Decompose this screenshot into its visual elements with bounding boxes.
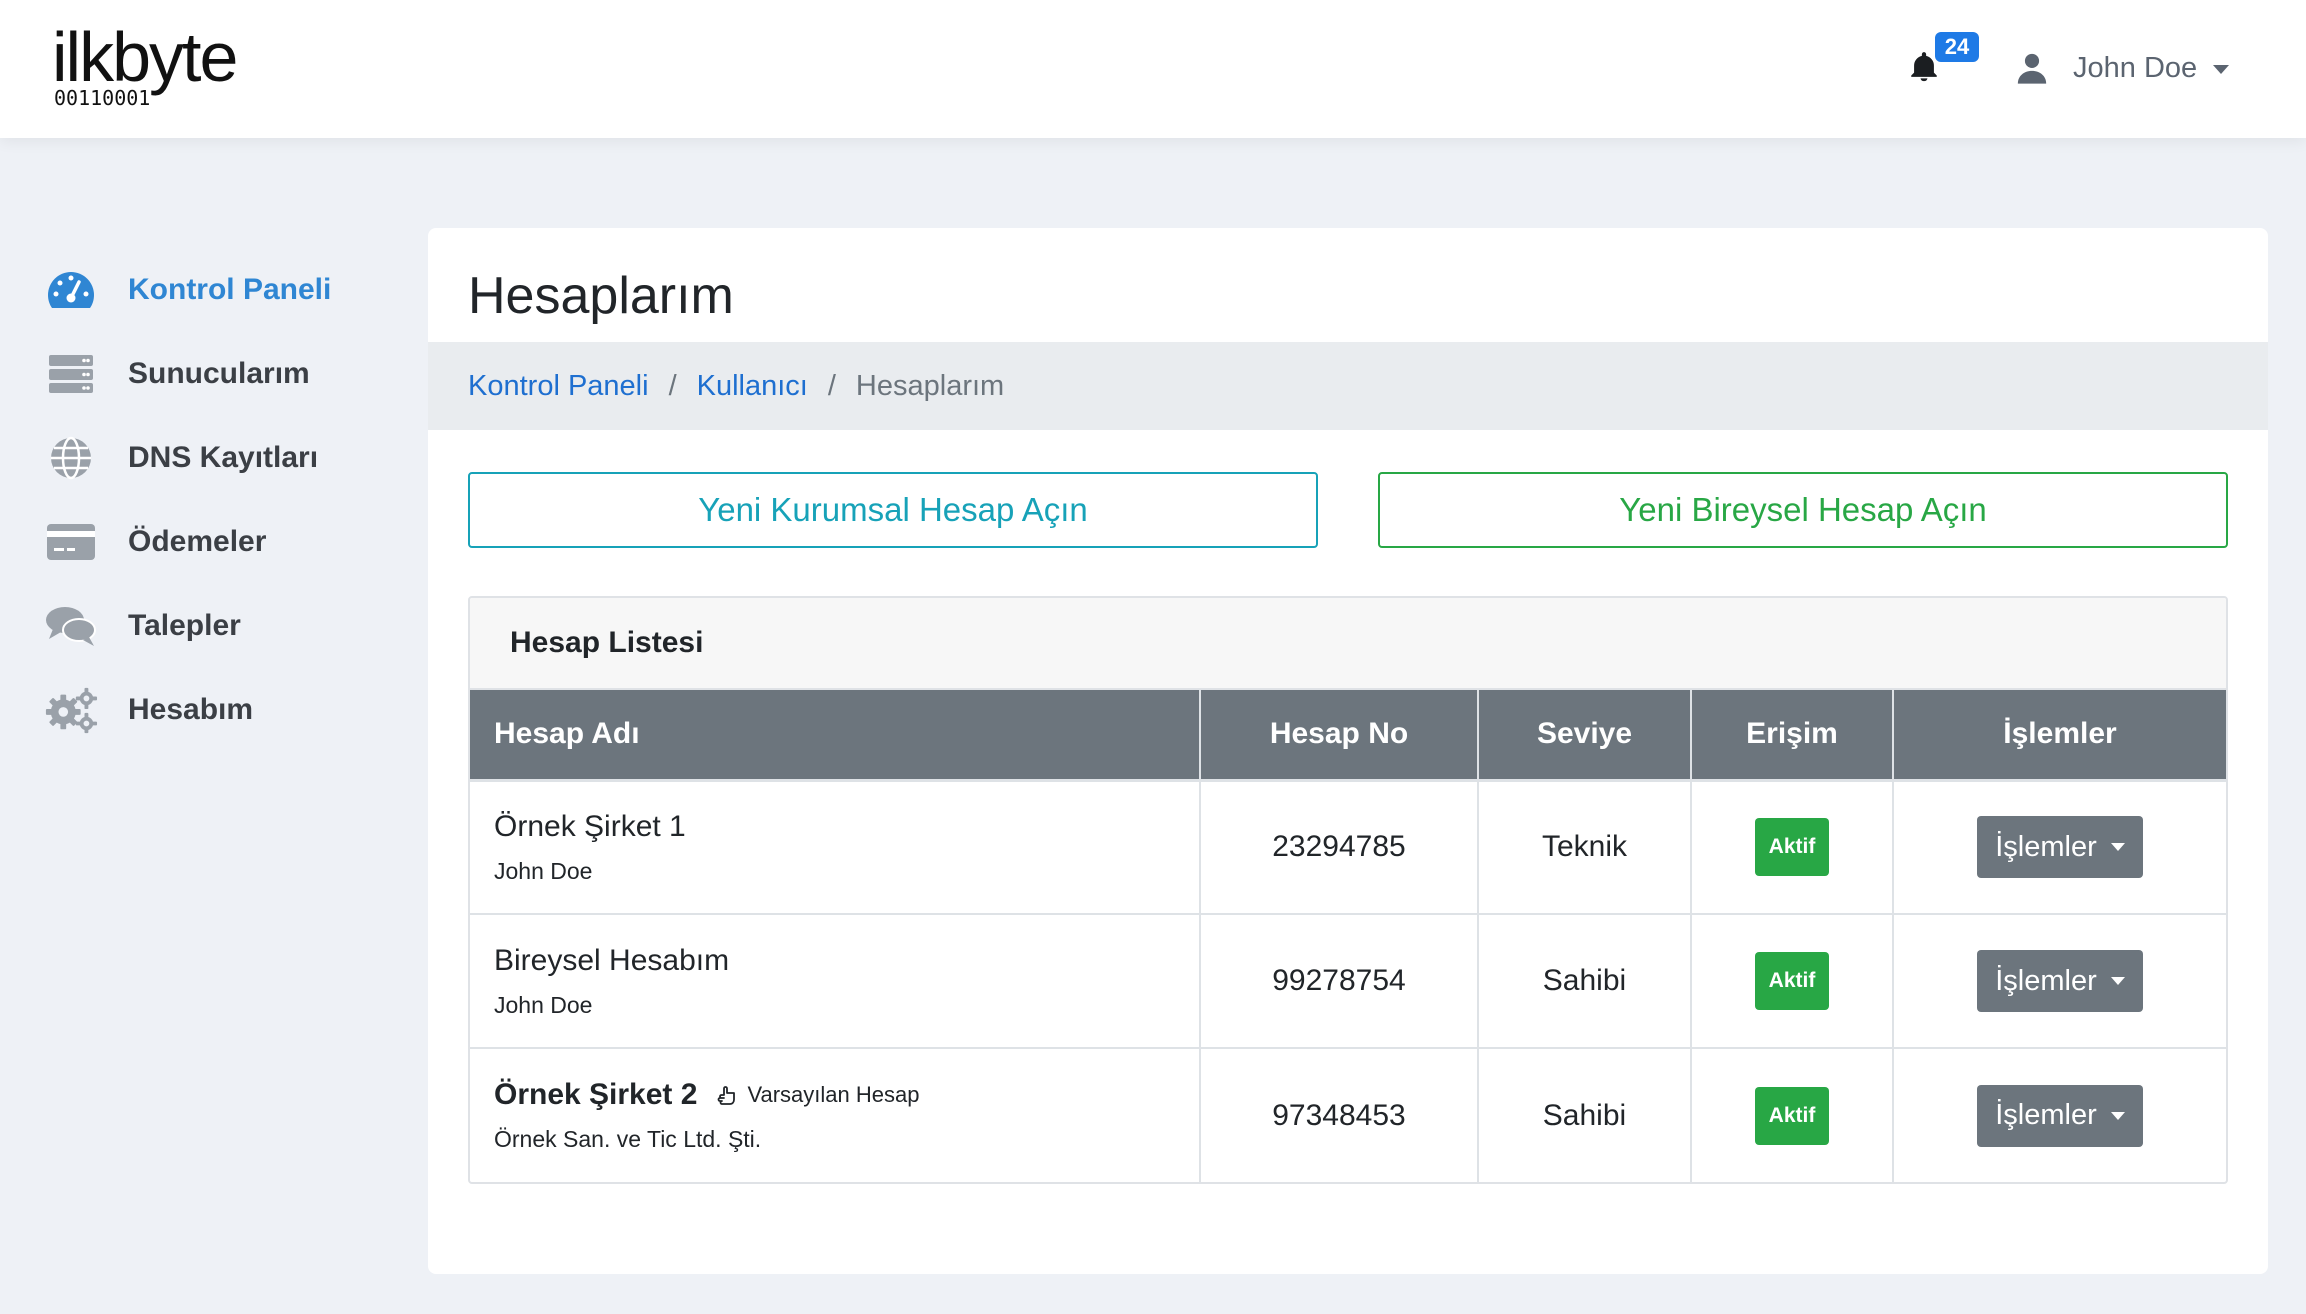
breadcrumb-link-kullanici[interactable]: Kullanıcı xyxy=(696,369,808,402)
account-number: 23294785 xyxy=(1200,778,1479,914)
new-corporate-account-button[interactable]: Yeni Kurumsal Hesap Açın xyxy=(468,472,1318,548)
dashboard-gauge-icon xyxy=(44,266,98,314)
account-name: Örnek Şirket 2 xyxy=(494,1078,698,1111)
credit-card-icon xyxy=(44,518,98,566)
new-individual-account-button[interactable]: Yeni Bireysel Hesap Açın xyxy=(1378,472,2228,548)
account-name: Örnek Şirket 1 xyxy=(494,809,686,843)
user-menu-dropdown[interactable]: John Doe xyxy=(2015,50,2230,86)
account-list-panel: Hesap Listesi Hesap Adı Hesap No Seviye … xyxy=(468,596,2228,1184)
column-header-name: Hesap Adı xyxy=(470,690,1201,780)
status-badge: Aktif xyxy=(1754,818,1830,877)
notifications-bell-icon[interactable] xyxy=(1907,50,1941,84)
sidebar-item-label: DNS Kayıtları xyxy=(128,441,319,474)
account-name: Bireysel Hesabım xyxy=(494,943,730,977)
account-access-cell: Aktif xyxy=(1691,1047,1894,1182)
account-access-cell: Aktif xyxy=(1691,913,1894,1048)
notification-count-badge: 24 xyxy=(1935,32,1979,62)
status-badge: Aktif xyxy=(1754,952,1830,1010)
chevron-down-icon xyxy=(2213,64,2230,74)
hand-pointer-icon xyxy=(718,1086,736,1105)
column-header-number: Hesap No xyxy=(1200,690,1479,780)
column-header-level: Seviye xyxy=(1478,690,1692,780)
sidebar-item-label: Hesabım xyxy=(128,693,254,726)
sidebar-item-label: Kontrol Paneli xyxy=(128,273,332,306)
breadcrumb-current: Hesaplarım xyxy=(855,369,1005,402)
comments-icon xyxy=(44,602,98,650)
sidebar-item-label: Talepler xyxy=(128,609,241,642)
table-row: Örnek Şirket 2 Varsayılan Hesap Örnek Sa… xyxy=(470,1047,2226,1182)
sidebar-item-odemeler[interactable]: Ödemeler xyxy=(44,500,331,584)
actions-dropdown-button[interactable]: İşlemler xyxy=(1977,950,2143,1012)
table-header-row: Hesap Adı Hesap No Seviye Erişim İşlemle… xyxy=(470,690,2226,780)
account-list-title: Hesap Listesi xyxy=(470,598,2226,690)
account-actions-cell: İşlemler xyxy=(1893,1047,2226,1182)
default-account-label: Varsayılan Hesap xyxy=(747,1082,920,1107)
table-row: Örnek Şirket 1 John Doe 23294785 Teknik … xyxy=(470,778,2226,914)
account-name-cell: Bireysel Hesabım John Doe xyxy=(470,913,1201,1048)
top-navbar: ilkbyte 00110001 24 John Doe xyxy=(0,0,2306,138)
sidebar-item-label: Ödemeler xyxy=(128,525,267,558)
account-name-cell: Örnek Şirket 2 Varsayılan Hesap Örnek Sa… xyxy=(470,1047,1201,1182)
actions-dropdown-button[interactable]: İşlemler xyxy=(1977,1084,2143,1147)
account-level: Sahibi xyxy=(1478,1047,1692,1182)
breadcrumb-separator: / xyxy=(668,369,677,402)
account-subtitle: John Doe xyxy=(494,991,593,1018)
content-card: Hesaplarım Kontrol Paneli / Kullanıcı / … xyxy=(428,228,2268,1274)
chevron-down-icon xyxy=(2110,1111,2125,1120)
table-row: Bireysel Hesabım John Doe 99278754 Sahib… xyxy=(470,913,2226,1048)
sidebar-item-dns-kayitlari[interactable]: DNS Kayıtları xyxy=(44,416,331,500)
chevron-down-icon xyxy=(2110,977,2125,985)
actions-dropdown-button[interactable]: İşlemler xyxy=(1977,816,2143,879)
cogs-icon xyxy=(44,686,98,734)
sidebar-item-sunucularim[interactable]: Sunucularım xyxy=(44,332,331,416)
accounts-table: Hesap Adı Hesap No Seviye Erişim İşlemle… xyxy=(470,690,2226,1182)
default-account-tag: Varsayılan Hesap xyxy=(713,1082,919,1108)
user-name: John Doe xyxy=(2073,51,2198,84)
sidebar-item-label: Sunucularım xyxy=(128,357,310,390)
breadcrumb-separator: / xyxy=(827,369,836,402)
server-icon xyxy=(44,350,98,398)
account-level: Sahibi xyxy=(1478,913,1692,1048)
chevron-down-icon xyxy=(2110,843,2125,852)
actions-dropdown-label: İşlemler xyxy=(1995,830,2097,863)
sidebar-item-kontrol-paneli[interactable]: Kontrol Paneli xyxy=(44,248,331,332)
column-header-actions: İşlemler xyxy=(1893,690,2226,780)
page-title: Hesaplarım xyxy=(468,267,734,325)
globe-icon xyxy=(44,434,98,482)
breadcrumb: Kontrol Paneli / Kullanıcı / Hesaplarım xyxy=(428,342,2268,430)
sidebar-nav: Kontrol Paneli Sunucularım DNS Kayıtları… xyxy=(44,248,331,752)
status-badge: Aktif xyxy=(1754,1086,1830,1145)
brand-logo-wordmark: ilkbyte xyxy=(52,18,238,96)
account-access-cell: Aktif xyxy=(1691,778,1894,914)
brand-logo-bits: 00110001 xyxy=(54,86,151,110)
account-actions-cell: İşlemler xyxy=(1893,778,2226,914)
brand-logo[interactable]: ilkbyte 00110001 xyxy=(52,18,238,108)
account-level: Teknik xyxy=(1478,778,1692,914)
column-header-access: Erişim xyxy=(1691,690,1894,780)
account-actions-cell: İşlemler xyxy=(1893,913,2226,1048)
user-icon xyxy=(2017,53,2047,84)
actions-dropdown-label: İşlemler xyxy=(1995,964,2097,997)
account-name-row: Örnek Şirket 2 Varsayılan Hesap xyxy=(494,1078,1199,1112)
account-name-cell: Örnek Şirket 1 John Doe xyxy=(470,778,1201,914)
sidebar-item-talepler[interactable]: Talepler xyxy=(44,584,331,668)
account-number: 97348453 xyxy=(1200,1047,1479,1182)
breadcrumb-link-kontrol-paneli[interactable]: Kontrol Paneli xyxy=(468,369,649,402)
actions-dropdown-label: İşlemler xyxy=(1995,1099,2097,1131)
account-subtitle: Örnek San. ve Tic Ltd. Şti. xyxy=(494,1126,762,1152)
sidebar-item-hesabim[interactable]: Hesabım xyxy=(44,668,331,752)
account-number: 99278754 xyxy=(1200,913,1479,1048)
account-subtitle: John Doe xyxy=(494,857,593,884)
